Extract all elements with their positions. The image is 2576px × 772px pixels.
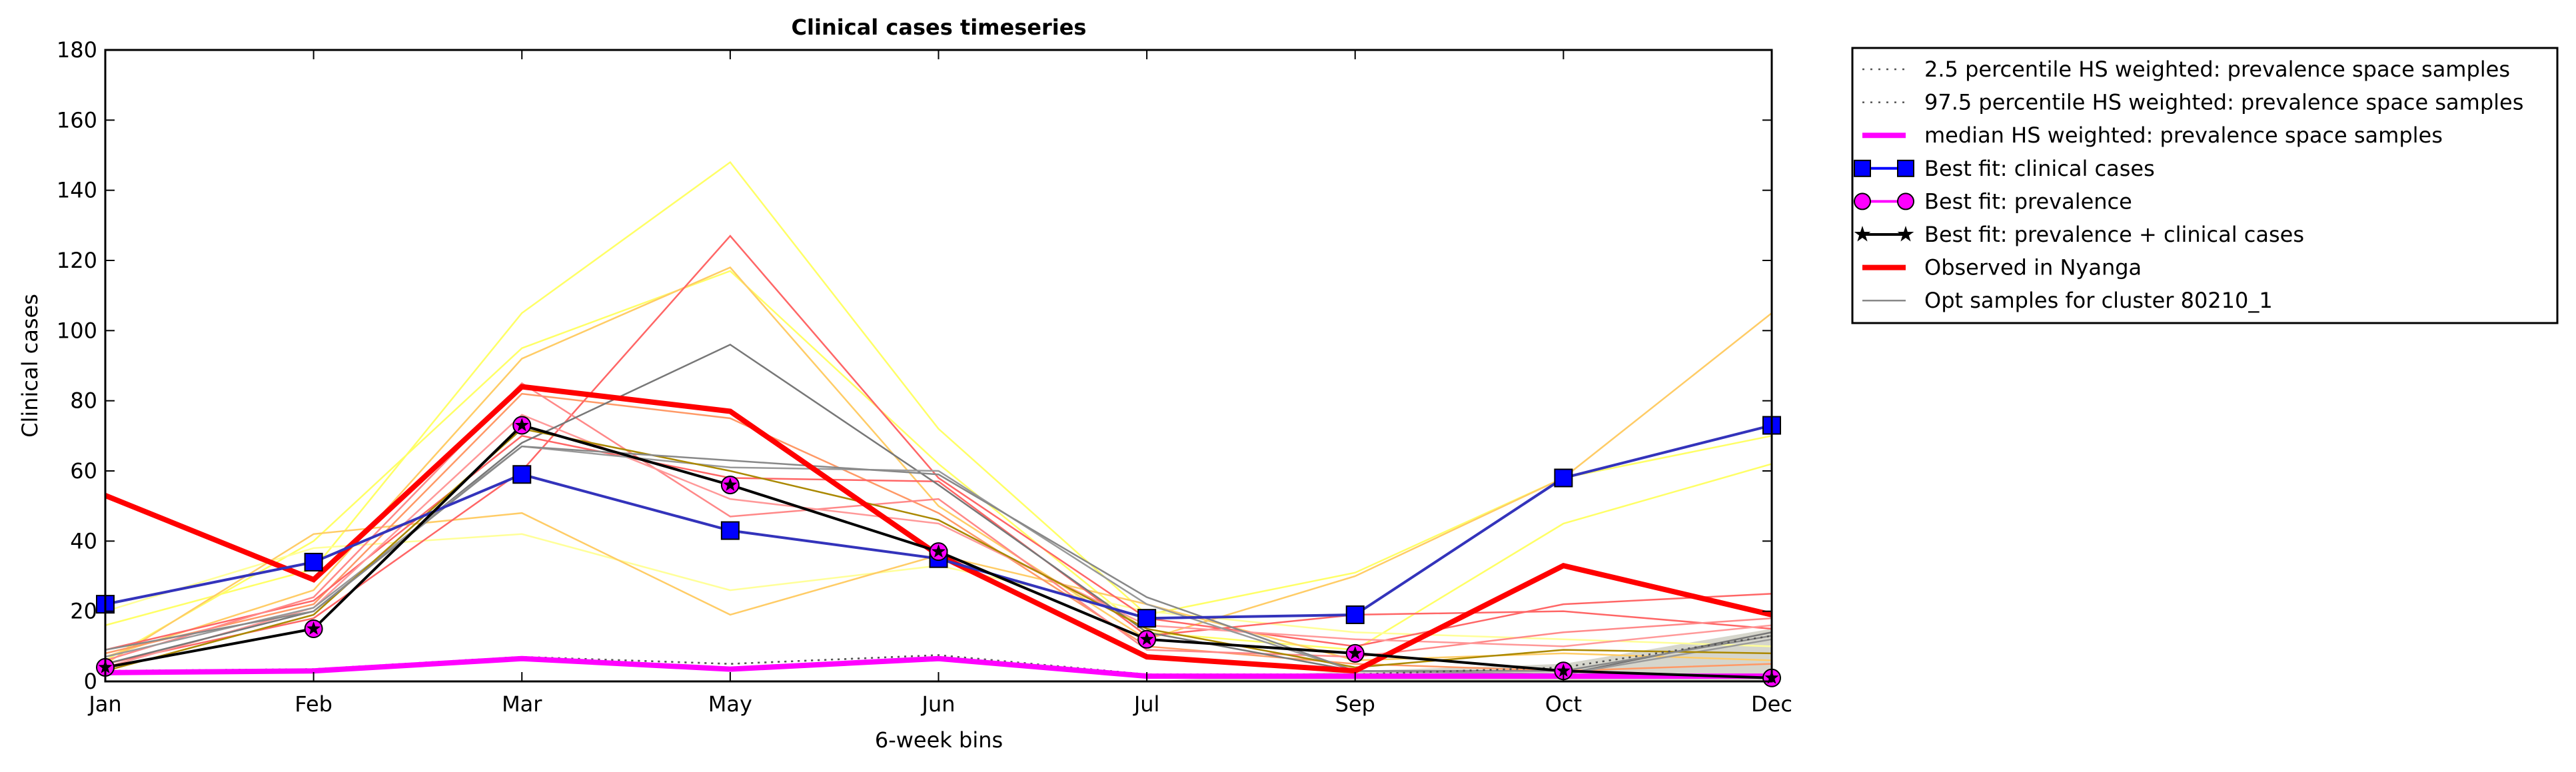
best-fit-clinical-marker-jul	[1137, 609, 1157, 628]
best-fit-clinical-marker-feb	[304, 552, 323, 572]
x-tick-label: Feb	[295, 691, 332, 717]
legend-entry-3: median HS weighted: prevalence space sam…	[1862, 123, 2443, 148]
opt-sample-line-8	[105, 434, 1772, 651]
best-fit-clinical-marker-mar	[512, 465, 532, 484]
opt-sample-line-13	[105, 428, 1772, 672]
x-tick-label: Mar	[502, 691, 542, 717]
best-fit-combined-marker-sep	[1348, 645, 1363, 659]
y-tick-label: 40	[70, 528, 97, 554]
legend-label: Best fit: prevalence + clinical cases	[1924, 222, 2304, 247]
y-tick-label: 80	[70, 388, 97, 414]
best-fit-clinical-marker-oct	[1554, 468, 1573, 488]
legend-label: Best fit: prevalence	[1924, 189, 2132, 214]
x-tick-label: Sep	[1335, 691, 1375, 717]
best-fit-clinical-marker-may	[720, 521, 740, 540]
y-tick-label: 140	[57, 178, 97, 203]
legend-entry-7: Observed in Nyanga	[1862, 255, 2142, 280]
legend-label: Observed in Nyanga	[1924, 255, 2142, 280]
legend-entry-2: 97.5 percentile HS weighted: prevalence …	[1862, 90, 2523, 115]
legend-box	[1851, 47, 2559, 324]
opt-sample-line-1	[105, 161, 1772, 626]
x-tick-label: Oct	[1545, 691, 1582, 717]
opt-sample-line-4	[105, 266, 1772, 658]
x-axis-title: 6-week bins	[875, 727, 1003, 753]
legend-marker	[1897, 159, 1914, 177]
legend-marker	[1897, 193, 1914, 210]
y-tick-label: 120	[57, 248, 97, 273]
legend-marker	[1854, 159, 1871, 177]
y-tick-label: 20	[70, 599, 97, 624]
legend-entry-8: Opt samples for cluster 80210_1	[1862, 288, 2273, 313]
best-fit-clinical-marker-sep	[1345, 605, 1365, 624]
y-tick-label: 0	[84, 669, 97, 694]
legend-entry-5: Best fit: prevalence	[1854, 189, 2132, 214]
best-fit-combined-marker-jul	[1139, 631, 1154, 645]
y-tick-label: 180	[57, 37, 97, 63]
legend-entry-4: Best fit: clinical cases	[1854, 156, 2155, 181]
best-fit-combined-marker-feb	[307, 621, 321, 635]
series-line-median	[105, 655, 1772, 679]
x-tick-label: Jan	[87, 691, 121, 717]
series-line-percentile-97-5	[105, 635, 1772, 675]
best-fit-combined-marker-mar	[514, 418, 529, 432]
legend-label: Best fit: clinical cases	[1924, 156, 2155, 181]
best-fit-combined-marker-jun	[932, 544, 946, 558]
legend-label: median HS weighted: prevalence space sam…	[1924, 123, 2443, 148]
opt-sample-line-2	[105, 270, 1772, 661]
opt-sample-line-9	[105, 382, 1772, 661]
opt-sample-line-6	[105, 392, 1772, 672]
legend-entry-1: 2.5 percentile HS weighted: prevalence s…	[1862, 57, 2510, 82]
legend-label: 97.5 percentile HS weighted: prevalence …	[1924, 90, 2523, 115]
opt-sample-line-11	[105, 343, 1772, 675]
x-tick-label: Dec	[1751, 691, 1792, 717]
opt-sample-line-10	[105, 414, 1772, 669]
legend-marker	[1854, 193, 1871, 210]
x-tick-label: May	[708, 691, 752, 717]
y-tick-label: 100	[57, 318, 97, 343]
legend-marker	[1854, 226, 1871, 242]
y-tick-label: 160	[57, 107, 97, 133]
legend-marker	[1897, 226, 1914, 242]
legend-label: Opt samples for cluster 80210_1	[1924, 288, 2273, 313]
x-tick-label: Jul	[1133, 691, 1160, 717]
plot-area	[96, 161, 1781, 687]
chart-title: Clinical cases timeseries	[792, 15, 1087, 40]
y-tick-label: 60	[70, 458, 97, 484]
legend-entry-6: Best fit: prevalence + clinical cases	[1854, 222, 2304, 247]
legend-label: 2.5 percentile HS weighted: prevalence s…	[1924, 57, 2510, 82]
legend: 2.5 percentile HS weighted: prevalence s…	[1851, 47, 2559, 324]
y-axis-title: Clinical cases	[17, 294, 43, 438]
x-tick-label: Jun	[921, 691, 956, 717]
opt-sample-line-7	[105, 234, 1772, 665]
opt-sample-line-12	[105, 445, 1772, 675]
best-fit-combined-marker-may	[723, 478, 738, 491]
series-line-opt-samples	[105, 445, 1772, 672]
axis-ticks: 0 20 40 60 80 100 120 140 160 180 Jan Feb Mar May Jun J…	[57, 37, 1792, 717]
best-fit-combined-marker-oct	[1556, 663, 1571, 677]
